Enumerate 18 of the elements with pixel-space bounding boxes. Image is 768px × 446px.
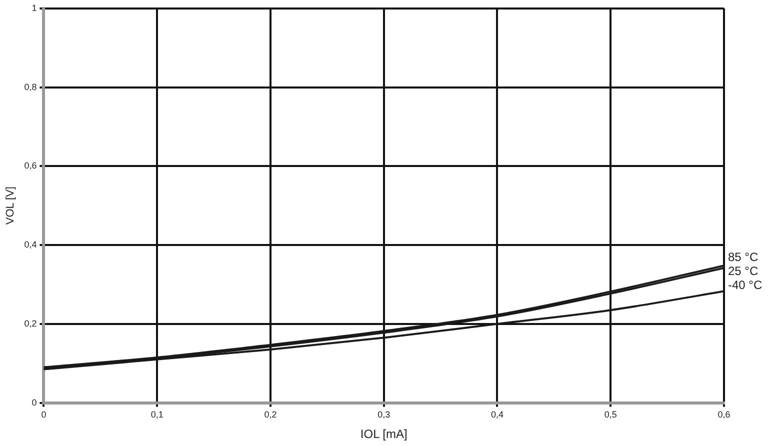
x-tick-label: 0,6 — [718, 410, 730, 420]
x-tick-label: 0 — [41, 410, 46, 420]
series-label: 85 °C — [728, 250, 758, 264]
x-tick-label: 0,1 — [150, 410, 164, 420]
y-tick-label: 1 — [32, 2, 37, 13]
x-axis-title: IOL [mA] — [360, 427, 408, 442]
x-tick-label: 0,3 — [378, 410, 390, 420]
y-tick-label: 0,6 — [24, 160, 37, 171]
series-label: -40 °C — [728, 278, 762, 292]
y-axis-title: VOL [V] — [4, 186, 17, 225]
y-tick-label: 0,2 — [24, 318, 37, 328]
series-label: 25 °C — [728, 264, 758, 278]
y-tick-label: 0,8 — [24, 82, 37, 92]
x-tick-label: 0,2 — [264, 410, 277, 420]
y-tick-label: 0 — [32, 397, 37, 408]
x-tick-label: 0,4 — [490, 410, 504, 420]
x-tick-label: 0,5 — [604, 410, 617, 420]
y-tick-label: 0,4 — [24, 240, 37, 250]
